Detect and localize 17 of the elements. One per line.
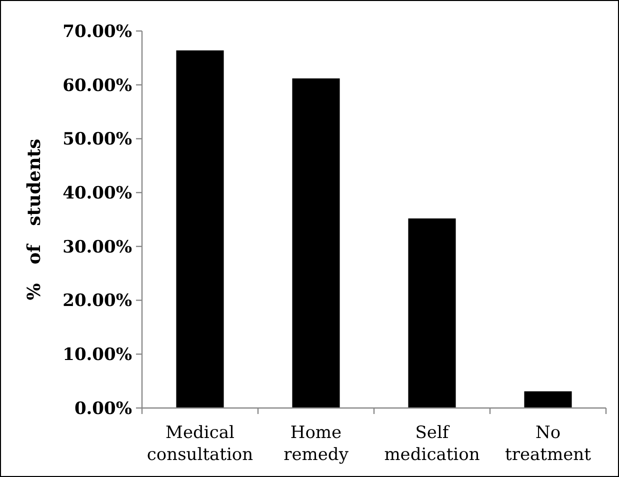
- y-tick-label: 40.00%: [62, 184, 132, 204]
- bar: [292, 78, 340, 408]
- x-tick-label: Medical consultation: [146, 423, 254, 465]
- y-tick-label: 30.00%: [62, 237, 132, 258]
- bar: [176, 50, 224, 408]
- y-tick-label: 60.00%: [62, 76, 132, 96]
- bar: [524, 391, 572, 408]
- x-tick-label: No treatment: [505, 423, 592, 465]
- x-tick-label: Home remedy: [284, 423, 349, 465]
- x-tick-label: Self medication: [384, 423, 480, 465]
- y-tick-label: 20.00%: [62, 291, 132, 312]
- y-tick-label: 70.00%: [62, 22, 132, 42]
- y-axis-title: % of students: [24, 138, 45, 300]
- y-tick-label: 0.00%: [74, 398, 132, 419]
- y-tick-label: 10.00%: [62, 345, 132, 366]
- y-tick-label: 50.00%: [62, 130, 132, 150]
- bar: [408, 218, 456, 408]
